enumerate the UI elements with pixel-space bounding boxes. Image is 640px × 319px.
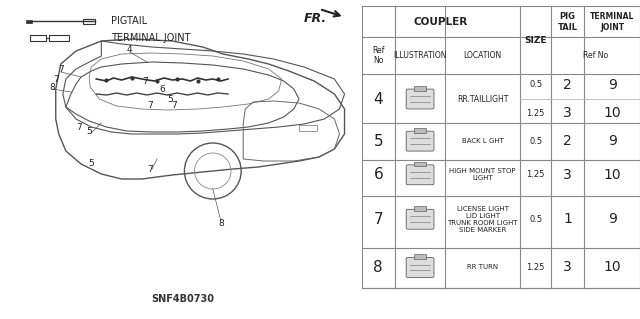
Bar (415, 255, 426, 259)
Bar (30, 35, 45, 41)
Bar (415, 206, 426, 211)
Text: 10: 10 (604, 168, 621, 182)
Text: 7: 7 (58, 64, 63, 73)
Text: 1: 1 (563, 212, 572, 226)
Text: 9: 9 (608, 212, 616, 226)
Text: COUPLER: COUPLER (414, 17, 468, 27)
Text: 1.25: 1.25 (527, 263, 545, 272)
Text: 4: 4 (374, 92, 383, 107)
Text: 0.5: 0.5 (529, 215, 542, 224)
Text: 1.25: 1.25 (527, 109, 545, 118)
Text: RR TURN: RR TURN (467, 264, 499, 271)
Text: LOCATION: LOCATION (463, 51, 502, 60)
Text: 9: 9 (608, 78, 616, 92)
Bar (83, 19, 95, 24)
Text: 7: 7 (142, 78, 148, 86)
Bar (49, 35, 69, 41)
Text: 7: 7 (147, 165, 153, 174)
Text: BACK L GHT: BACK L GHT (462, 138, 504, 144)
Text: 8: 8 (50, 83, 56, 92)
Bar (415, 162, 426, 167)
Text: ILLUSTRATION: ILLUSTRATION (394, 51, 447, 60)
Text: Ref No: Ref No (583, 51, 608, 60)
Text: LICENSE LIGHT
LID LIGHT
TRUNK ROOM LIGHT
SIDE MARKER: LICENSE LIGHT LID LIGHT TRUNK ROOM LIGHT… (447, 206, 518, 233)
Text: 7: 7 (172, 101, 177, 110)
FancyBboxPatch shape (406, 89, 434, 109)
Text: 8: 8 (374, 260, 383, 275)
Text: SNF4B0730: SNF4B0730 (151, 294, 214, 304)
Bar (299, 125, 317, 131)
Text: PIGTAIL: PIGTAIL (111, 16, 148, 26)
Text: 10: 10 (604, 106, 621, 120)
Text: 8: 8 (218, 219, 224, 227)
Text: TERMINAL JOINT: TERMINAL JOINT (111, 33, 191, 43)
Text: HIGH MOUNT STOP
LIGHT: HIGH MOUNT STOP LIGHT (449, 168, 516, 181)
FancyBboxPatch shape (406, 131, 434, 151)
Text: 10: 10 (604, 260, 621, 274)
Text: 7: 7 (147, 100, 153, 109)
Text: 3: 3 (563, 168, 572, 182)
Bar (26, 19, 33, 23)
Text: 7: 7 (53, 75, 59, 84)
FancyBboxPatch shape (406, 209, 434, 229)
Text: 4: 4 (127, 44, 132, 54)
Text: 0.5: 0.5 (529, 80, 542, 89)
Text: 2: 2 (563, 134, 572, 148)
Text: 7: 7 (374, 212, 383, 227)
Text: FR.: FR. (304, 12, 327, 26)
Text: SIZE: SIZE (524, 35, 547, 45)
Text: Ref
No: Ref No (372, 46, 385, 65)
Text: 6: 6 (373, 167, 383, 182)
Text: 5: 5 (374, 134, 383, 149)
Bar (415, 128, 426, 133)
Bar (415, 86, 426, 91)
Text: TERMINAL
JOINT: TERMINAL JOINT (590, 11, 634, 32)
FancyBboxPatch shape (406, 257, 434, 278)
Text: 7: 7 (76, 122, 82, 131)
Text: 5: 5 (88, 160, 94, 168)
Text: RR.TAILLIGHT: RR.TAILLIGHT (457, 94, 508, 104)
Text: 5: 5 (168, 94, 173, 103)
Text: 6: 6 (159, 85, 165, 93)
Text: PIG
TAIL: PIG TAIL (557, 11, 578, 32)
Text: 9: 9 (608, 134, 616, 148)
Text: 5: 5 (86, 127, 92, 136)
Text: 0.5: 0.5 (529, 137, 542, 146)
FancyBboxPatch shape (406, 165, 434, 185)
Text: 1.25: 1.25 (527, 170, 545, 179)
Text: 2: 2 (563, 78, 572, 92)
Text: 3: 3 (563, 106, 572, 120)
Text: 3: 3 (563, 260, 572, 274)
